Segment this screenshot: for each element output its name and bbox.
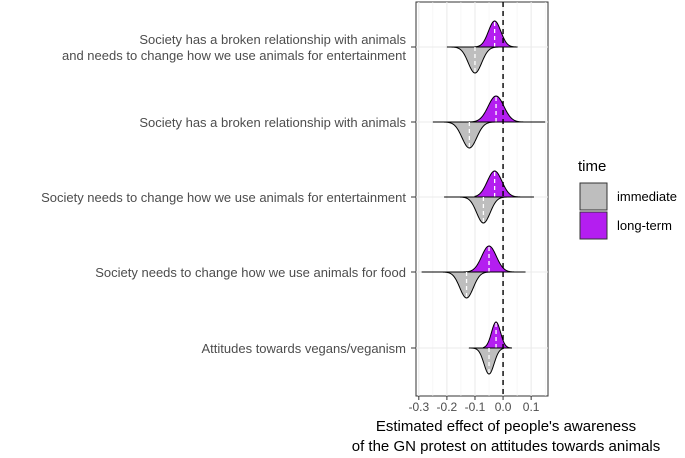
density-long-term-4 — [482, 321, 512, 349]
x-tick-label: -0.3 — [408, 400, 429, 414]
category-labels: Society has a broken relationship with a… — [41, 32, 416, 356]
density-long-term-0 — [474, 20, 518, 48]
legend-title: time — [578, 158, 606, 175]
density-long-term-1 — [465, 95, 546, 123]
x-tick-label: -0.2 — [437, 400, 458, 414]
category-label: Attitudes towards vegans/veganism — [202, 341, 407, 356]
density-immediate-3 — [421, 271, 504, 299]
plot-panel — [415, 1, 549, 397]
category-label: Society needs to change how we use anima… — [95, 265, 406, 280]
density-immediate-2 — [444, 196, 534, 224]
density-immediate-0 — [446, 46, 506, 74]
category-label: Society has a broken relationship with a… — [139, 115, 406, 130]
x-axis-title: Estimated effect of people's awareness of… — [352, 418, 661, 455]
legend: time immediate long-term — [578, 158, 677, 240]
legend-key-immediate — [579, 182, 608, 211]
legend-label-long-term: long-term — [617, 218, 672, 233]
x-tick-label: 0.0 — [495, 400, 512, 414]
category-label: Society has a broken relationship with a… — [62, 32, 406, 63]
legend-key-long-term — [579, 211, 608, 240]
density-immediate-1 — [432, 121, 504, 149]
x-tick-label: 0.1 — [523, 400, 540, 414]
x-axis: -0.3 -0.2 -0.1 0.0 0.1 — [408, 396, 540, 414]
category-label: Society needs to change how we use anima… — [41, 190, 406, 205]
legend-label-immediate: immediate — [617, 189, 677, 204]
x-tick-label: -0.1 — [465, 400, 486, 414]
density-immediate-4 — [468, 347, 504, 375]
